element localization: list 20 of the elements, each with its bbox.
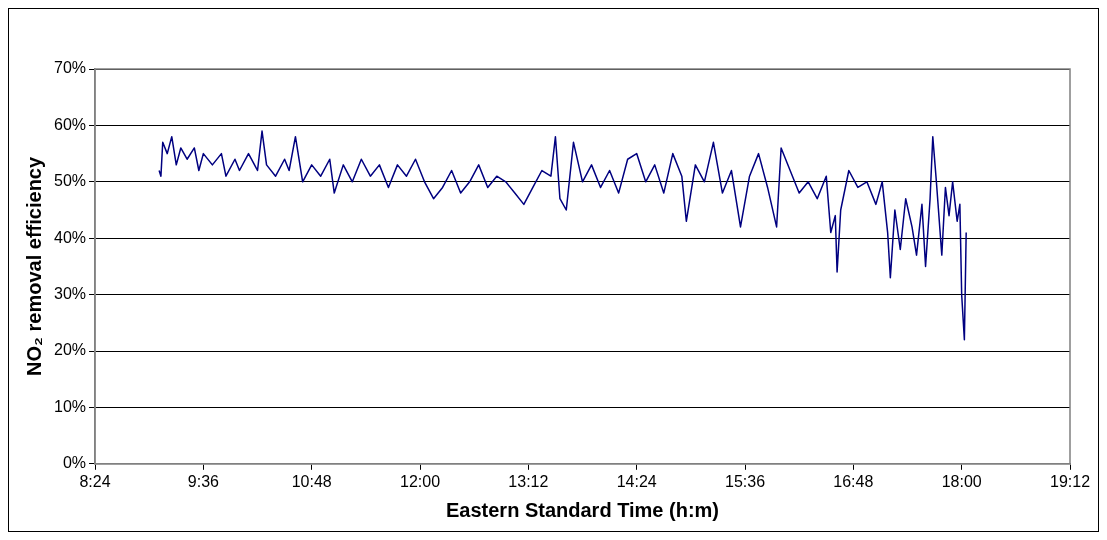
x-tick-label: 18:00 (941, 472, 982, 490)
y-tick-label: 60% (53, 115, 87, 133)
y-tick-label: 70% (53, 59, 87, 77)
x-tick-label: 14:24 (616, 472, 657, 490)
y-tick-label: 20% (53, 341, 87, 359)
x-tick-label: 8:24 (79, 472, 111, 490)
x-tick-label: 10:48 (291, 472, 332, 490)
x-axis-title: Eastern Standard Time (h:m) (446, 498, 720, 521)
x-tick-label: 19:12 (1049, 472, 1091, 490)
y-tick-label: 0% (62, 454, 87, 472)
x-tick-label: 12:00 (399, 472, 441, 490)
y-tick-label: 50% (53, 172, 87, 190)
y-tick-label: 40% (53, 228, 87, 246)
x-tick-label: 15:36 (724, 472, 766, 490)
y-axis-title: NO₂ removal efficiency (22, 156, 45, 376)
y-tick-label: 10% (53, 397, 87, 415)
x-tick-label: 13:12 (508, 472, 549, 490)
x-tick-label: 16:48 (833, 472, 874, 490)
x-tick-label: 9:36 (187, 472, 220, 490)
y-tick-label: 30% (53, 285, 87, 303)
